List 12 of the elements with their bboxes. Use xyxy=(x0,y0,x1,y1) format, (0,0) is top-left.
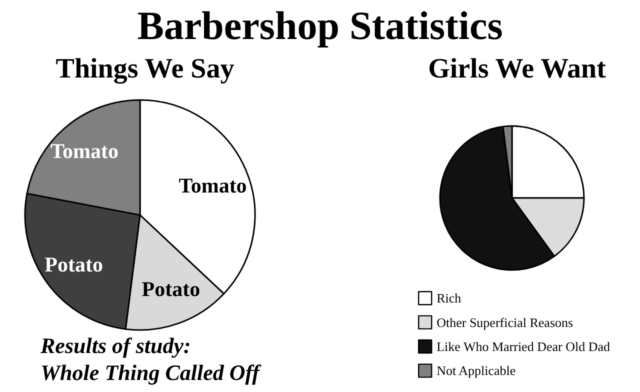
slice-label: Tomato xyxy=(178,174,247,198)
legend-label: Other Superficial Reasons xyxy=(436,314,574,330)
legend-label: Not Applicable xyxy=(436,363,516,378)
slice-label: Potato xyxy=(142,277,200,302)
chart-title: Barbershop Statistics xyxy=(136,2,504,49)
legend-label: Like Who Married Dear Old Dad xyxy=(436,339,610,354)
slice-label: Potato xyxy=(44,252,103,276)
slice-label: Tomato xyxy=(50,139,119,164)
chart-title: Girls We Want xyxy=(428,54,607,84)
legend-label: Rich xyxy=(436,290,462,306)
text: Results of study: Whole Thing Called Off xyxy=(40,333,262,385)
chart-subtitle: Things We Say xyxy=(56,54,234,84)
